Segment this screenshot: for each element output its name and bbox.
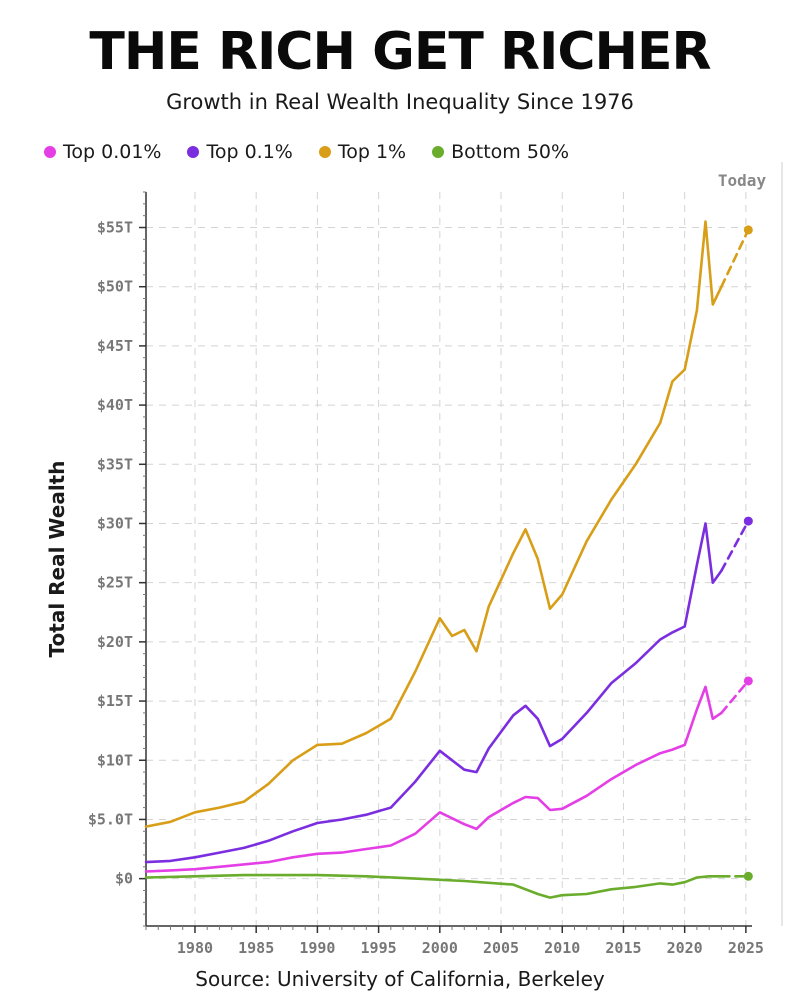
- legend-item-top-1: Top 1%: [318, 141, 407, 163]
- legend-item-top-01: Top 0.1%: [187, 141, 293, 163]
- y-tick-label: $25T: [97, 574, 133, 592]
- today-label: Today: [718, 171, 767, 190]
- series-projection-1: [720, 519, 750, 573]
- y-tick-label: $30T: [97, 514, 133, 532]
- legend-dot-top-01: [187, 146, 200, 158]
- x-tick-label: 2010: [544, 939, 580, 957]
- y-tick-label: $55T: [97, 219, 133, 237]
- legend-label-top-01: Top 0.1%: [206, 141, 293, 163]
- x-tick-label: 2000: [422, 939, 458, 957]
- series-endpoint-3: [743, 871, 753, 881]
- legend-label-top-1: Top 1%: [337, 141, 407, 163]
- y-axis-label: Total Real Wealth: [45, 461, 69, 658]
- y-tick-label: $50T: [97, 278, 133, 296]
- x-tick-label: 1990: [299, 939, 335, 957]
- legend-label-top-001: Top 0.01%: [63, 141, 162, 163]
- legend-item-top-001: Top 0.01%: [44, 141, 161, 163]
- y-tick-label: $40T: [97, 396, 133, 414]
- y-tick-label: $45T: [97, 337, 133, 355]
- series-endpoint-1: [743, 516, 753, 526]
- x-tick-label: 1985: [238, 939, 274, 957]
- y-tick-label: $35T: [97, 455, 133, 473]
- x-tick-label: 2020: [667, 939, 703, 957]
- x-tick-label: 2005: [483, 939, 519, 957]
- x-tick-label: 2015: [605, 939, 641, 957]
- series-line-3: [144, 873, 723, 899]
- y-tick-label: $0: [115, 870, 133, 888]
- x-tick-label: 1995: [361, 939, 397, 957]
- series-endpoint-0: [743, 676, 753, 686]
- legend-label-bottom-50: Bottom 50%: [451, 141, 570, 163]
- legend-item-bottom-50: Bottom 50%: [432, 141, 569, 163]
- series-endpoint-2: [743, 225, 753, 235]
- y-tick-label: $5.0T: [88, 810, 133, 828]
- chart-subtitle: Growth in Real Wealth Inequality Since 1…: [166, 90, 634, 114]
- chart-source: Source: University of California, Berkel…: [195, 967, 605, 991]
- series-line-1: [144, 522, 723, 864]
- legend-dot-top-1: [318, 146, 331, 158]
- series-line-2: [144, 220, 723, 828]
- legend-dot-bottom-50: [432, 146, 445, 158]
- y-tick-label: $15T: [97, 692, 133, 710]
- chart-title: THE RICH GET RICHER: [89, 22, 711, 82]
- series-projection-0: [720, 679, 750, 715]
- series-projection-2: [720, 228, 750, 289]
- y-tick-label: $20T: [97, 633, 133, 651]
- legend-dot-top-001: [44, 146, 56, 158]
- series-line-0: [144, 685, 723, 873]
- x-tick-label: 2025: [728, 939, 764, 957]
- legend: Top 0.01% Top 0.1% Top 1% Bottom 50%: [44, 141, 569, 163]
- x-tick-label: 1980: [177, 939, 213, 957]
- y-tick-label: $10T: [97, 751, 133, 769]
